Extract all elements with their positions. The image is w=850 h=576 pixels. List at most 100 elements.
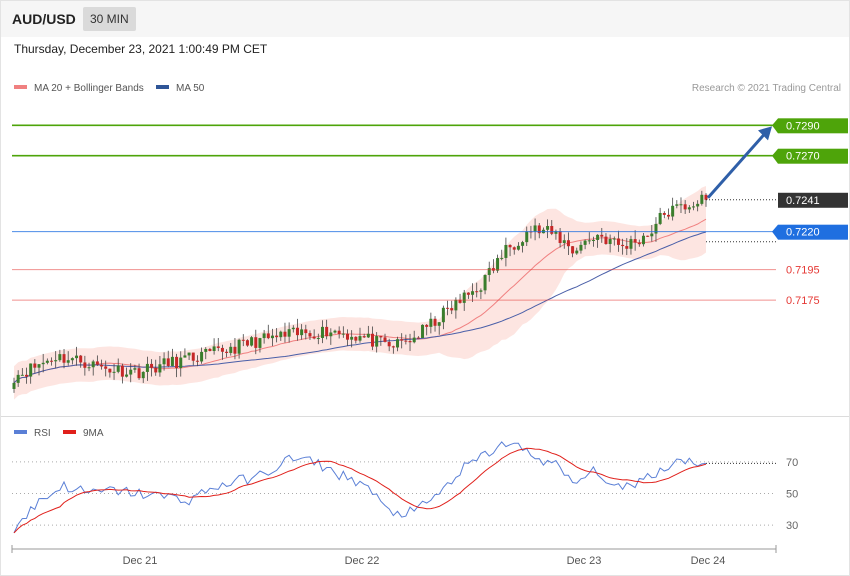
candle-body bbox=[416, 337, 420, 339]
candle bbox=[325, 319, 329, 340]
support-label: 0.7175 bbox=[786, 295, 820, 307]
rsi-ma-legend-swatch bbox=[63, 430, 76, 434]
candle bbox=[254, 329, 258, 355]
candle bbox=[37, 364, 41, 376]
candle bbox=[512, 246, 516, 255]
time-tick-label: Dec 21 bbox=[123, 555, 158, 567]
candle-body bbox=[404, 340, 408, 342]
candle-body bbox=[412, 337, 416, 343]
candle bbox=[279, 330, 283, 341]
candle-body bbox=[95, 361, 99, 365]
candle-body bbox=[120, 365, 124, 377]
candle bbox=[391, 345, 395, 354]
candle-body bbox=[200, 351, 204, 362]
candle bbox=[29, 363, 33, 384]
candle-body bbox=[129, 369, 133, 375]
candle bbox=[454, 297, 458, 319]
current-price-tag bbox=[778, 192, 848, 208]
bollinger-band bbox=[14, 186, 706, 400]
candle-body bbox=[300, 329, 304, 336]
candle-body bbox=[241, 339, 245, 341]
candle-body bbox=[341, 333, 345, 335]
candle-body bbox=[641, 235, 645, 245]
candle bbox=[108, 368, 112, 378]
candle bbox=[33, 359, 37, 374]
candle-body bbox=[183, 355, 187, 358]
candle-body bbox=[345, 333, 349, 340]
candle bbox=[637, 239, 641, 247]
candle bbox=[195, 355, 199, 367]
candle-body bbox=[83, 362, 87, 368]
candle-body bbox=[12, 382, 16, 389]
candle-body bbox=[229, 346, 233, 353]
rsi-line bbox=[13, 441, 707, 534]
candle-body bbox=[275, 335, 279, 338]
rsi-tick-label: 50 bbox=[786, 489, 798, 501]
candle bbox=[120, 363, 124, 384]
candle bbox=[479, 288, 483, 300]
candle-body bbox=[629, 239, 633, 249]
candle-body bbox=[220, 347, 224, 352]
pivot-label: 0.7220 bbox=[786, 227, 820, 239]
candle-body bbox=[191, 352, 195, 361]
rsi-tick-label: 30 bbox=[786, 520, 798, 532]
candle bbox=[354, 336, 358, 344]
candle bbox=[312, 329, 316, 340]
candle-body bbox=[20, 374, 24, 376]
candle bbox=[633, 230, 637, 251]
candle-body bbox=[579, 244, 583, 251]
candle bbox=[383, 333, 387, 343]
candle-body bbox=[504, 244, 508, 258]
candle bbox=[379, 335, 383, 346]
candle bbox=[450, 300, 454, 315]
candle bbox=[433, 316, 437, 332]
candle-body bbox=[537, 225, 541, 234]
timeframe-badge[interactable]: 30 MIN bbox=[83, 7, 136, 31]
candle-body bbox=[683, 204, 687, 210]
candle-body bbox=[496, 258, 500, 271]
candle bbox=[458, 293, 462, 304]
candle-body bbox=[175, 356, 179, 369]
candle bbox=[612, 236, 616, 246]
forecast-arrow-shaft bbox=[706, 131, 768, 199]
candle bbox=[166, 350, 170, 368]
candle-body bbox=[396, 339, 400, 348]
candle-body bbox=[37, 364, 41, 368]
candle bbox=[662, 211, 666, 219]
candle-body bbox=[25, 374, 29, 377]
candle-body bbox=[33, 363, 37, 368]
candle bbox=[500, 249, 504, 261]
candle-body bbox=[287, 329, 291, 337]
candle-body bbox=[550, 225, 554, 234]
candle bbox=[162, 352, 166, 371]
candle bbox=[616, 230, 620, 252]
candle bbox=[650, 225, 654, 242]
candle-body bbox=[696, 203, 700, 207]
candle bbox=[141, 371, 145, 383]
candle-body bbox=[437, 322, 441, 326]
candle-body bbox=[475, 291, 479, 293]
candle-body bbox=[375, 336, 379, 347]
candle-body bbox=[75, 355, 79, 359]
candle bbox=[41, 353, 45, 373]
candle bbox=[396, 336, 400, 352]
candle bbox=[675, 200, 679, 209]
candle bbox=[333, 329, 337, 334]
candle-body bbox=[116, 365, 120, 372]
candle-body bbox=[612, 238, 616, 240]
candle-body bbox=[458, 299, 462, 303]
candle-body bbox=[366, 333, 370, 338]
candle-body bbox=[258, 338, 262, 348]
candle-body bbox=[320, 326, 324, 338]
time-tick-label: Dec 24 bbox=[691, 555, 726, 567]
candle-body bbox=[521, 242, 525, 246]
candle bbox=[596, 234, 600, 248]
candle bbox=[295, 318, 299, 341]
candle-body bbox=[329, 332, 333, 337]
candle bbox=[104, 360, 108, 377]
candle bbox=[621, 238, 625, 255]
candle-body bbox=[145, 363, 149, 372]
candle-body bbox=[379, 336, 383, 338]
